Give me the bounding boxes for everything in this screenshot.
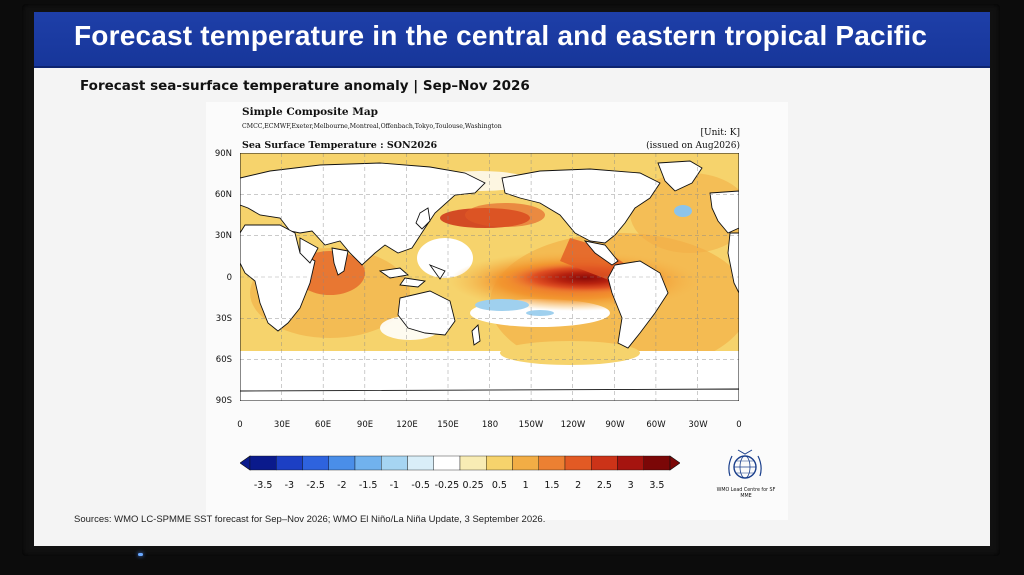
colorbar: [240, 455, 680, 471]
colorbar-tick-label: -0.25: [434, 480, 460, 491]
slide-title-bar: Forecast temperature in the central and …: [34, 12, 990, 68]
lat-tick-label: 90N: [214, 149, 232, 159]
lon-tick-label: 120W: [560, 420, 586, 430]
colorbar-swatch: [354, 455, 382, 471]
figure-issued: (issued on Aug2026): [646, 141, 740, 151]
colorbar-swatch: [328, 455, 356, 471]
colorbar-swatch: [643, 455, 671, 471]
colorbar-tick-label: 2: [575, 480, 582, 491]
wmo-emblem-icon: [728, 449, 762, 479]
colorbar-min-extend: [240, 455, 251, 471]
presentation-slide: Forecast temperature in the central and …: [34, 12, 990, 546]
colorbar-swatch: [407, 455, 434, 471]
colorbar-swatch: [617, 455, 644, 471]
figure-title: Simple Composite Map: [242, 106, 379, 118]
slide-title: Forecast temperature in the central and …: [74, 20, 928, 51]
figure-unit: [Unit: K]: [700, 128, 740, 138]
lon-tick-label: 90E: [356, 420, 374, 430]
colorbar-tick-label: 3: [627, 480, 634, 491]
figure-centres: CMCC,ECMWF,Exeter,Melbourne,Montreal,Off…: [242, 123, 502, 130]
colorbar-swatch: [459, 455, 487, 471]
colorbar-tick-label: 2.5: [596, 480, 612, 491]
lat-tick-label: 60N: [214, 190, 232, 200]
colorbar-swatch: [538, 455, 566, 471]
south-pacific-cool: [475, 299, 529, 311]
graticule: [240, 153, 739, 401]
lat-tick-label: 0: [226, 273, 232, 283]
lat-tick-label: 30N: [214, 231, 232, 241]
colorbar-tick-label: -3.5: [253, 480, 273, 491]
colorbar-swatch: [564, 455, 592, 471]
lat-tick-label: 60S: [215, 355, 232, 365]
lon-tick-label: 150E: [437, 420, 459, 430]
colorbar-tick-label: 3.5: [649, 480, 665, 491]
colorbar-tick-label: -2.5: [306, 480, 325, 491]
south-pacific-cool: [526, 310, 554, 316]
colorbar-swatch: [512, 455, 539, 471]
lon-tick-label: 0: [736, 420, 742, 430]
land-masses: [240, 160, 739, 401]
lon-tick-label: 60W: [646, 420, 666, 430]
north-pacific-warm: [465, 203, 545, 227]
lon-tick-label: 90W: [605, 420, 625, 430]
colorbar-tick-label: 1.5: [544, 480, 560, 491]
colorbar-swatch: [381, 455, 408, 471]
colorbar-tick-label: -1.5: [358, 480, 378, 491]
lon-tick-label: 180: [481, 420, 499, 430]
colorbar-swatch: [486, 455, 513, 471]
neutral-region: [417, 238, 473, 278]
colorbar-tick-label: -2: [337, 480, 347, 491]
sources-note: Sources: WMO LC-SPMME SST forecast for S…: [74, 514, 546, 525]
lon-tick-label: 60E: [314, 420, 332, 430]
warm-region: [500, 341, 640, 365]
lon-tick-label: 150W: [518, 420, 544, 430]
slide-subtitle: Forecast sea-surface temperature anomaly…: [80, 78, 530, 94]
power-led: [138, 553, 143, 556]
sst-anomaly-map: [240, 153, 739, 401]
colorbar-swatch: [433, 455, 461, 471]
lon-tick-label: 30W: [688, 420, 708, 430]
colorbar-tick-label: 0.25: [462, 480, 484, 491]
colorbar-tick-label: -0.5: [411, 480, 430, 491]
colorbar-swatch: [591, 455, 618, 471]
colorbar-swatch: [276, 455, 303, 471]
lon-tick-label: 0: [237, 420, 243, 430]
colorbar-swatch: [302, 455, 329, 471]
colorbar-swatch: [249, 455, 277, 471]
north-atlantic-cool: [674, 205, 692, 217]
lon-tick-label: 30E: [273, 420, 291, 430]
colorbar-tick-label: 0.5: [491, 480, 507, 491]
colorbar-tick-label: -3: [284, 480, 295, 491]
colorbar-max-extend: [669, 455, 680, 471]
lat-tick-label: 90S: [215, 396, 232, 406]
colorbar-tick-label: 1: [522, 480, 529, 491]
map-title: Sea Surface Temperature : SON2026: [242, 140, 438, 151]
logo-caption: WMO Lead Centre for SF MME: [716, 488, 776, 499]
lon-tick-label: 120E: [396, 420, 418, 430]
forecast-map-figure: Simple Composite Map CMCC,ECMWF,Exeter,M…: [206, 102, 788, 520]
colorbar-tick-label: -1: [389, 480, 400, 491]
lat-tick-label: 30S: [215, 314, 232, 324]
